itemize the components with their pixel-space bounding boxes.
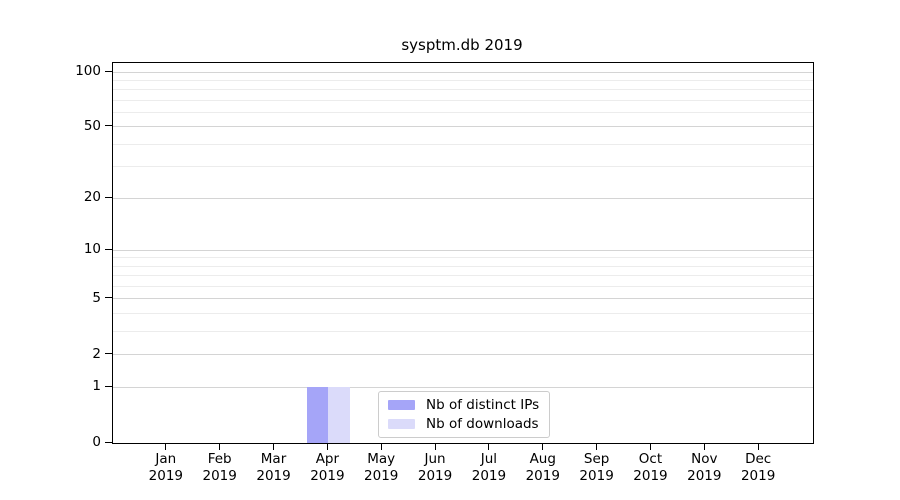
y-gridline-minor bbox=[113, 265, 813, 267]
y-gridline-minor bbox=[113, 89, 813, 91]
x-tick-label: Dec 2019 bbox=[740, 451, 776, 484]
x-tick-mark bbox=[273, 443, 275, 450]
bar-distinct-ips bbox=[306, 387, 329, 443]
x-tick-mark bbox=[649, 443, 651, 450]
legend-label-downloads: Nb of downloads bbox=[426, 416, 539, 432]
x-tick-label: Jul 2019 bbox=[471, 451, 507, 484]
y-gridline-minor bbox=[113, 79, 813, 81]
y-tick-label: 0 bbox=[92, 434, 101, 450]
y-gridline-minor bbox=[113, 143, 813, 145]
y-tick-label: 10 bbox=[83, 241, 101, 258]
y-gridline bbox=[113, 197, 813, 199]
legend-item-downloads: Nb of downloads bbox=[388, 416, 539, 432]
x-tick-mark bbox=[434, 443, 436, 450]
y-tick-mark bbox=[105, 385, 112, 387]
y-tick-mark bbox=[105, 70, 112, 72]
x-tick-mark bbox=[326, 443, 328, 450]
x-tick-mark bbox=[757, 443, 759, 450]
y-tick-label: 20 bbox=[83, 189, 101, 206]
x-tick-label: May 2019 bbox=[364, 451, 399, 484]
y-tick-label: 50 bbox=[83, 117, 101, 134]
legend: Nb of distinct IPs Nb of downloads bbox=[378, 391, 551, 438]
y-tick-mark bbox=[105, 196, 112, 198]
x-tick-label: Mar 2019 bbox=[256, 451, 291, 484]
y-tick-mark bbox=[105, 248, 112, 250]
y-tick-label: 5 bbox=[92, 289, 101, 306]
plot-area bbox=[112, 62, 814, 444]
y-tick-mark bbox=[105, 441, 112, 443]
bar-downloads bbox=[328, 387, 350, 443]
x-tick-label: Aug 2019 bbox=[525, 451, 560, 484]
y-gridline-minor bbox=[113, 257, 813, 259]
y-gridline-minor bbox=[113, 313, 813, 315]
y-gridline bbox=[113, 249, 813, 251]
x-tick-mark bbox=[596, 443, 598, 450]
x-tick-mark bbox=[380, 443, 382, 450]
x-tick-label: Sep 2019 bbox=[579, 451, 614, 484]
y-tick-mark bbox=[105, 353, 112, 355]
y-gridline-minor bbox=[113, 275, 813, 277]
y-gridline-minor bbox=[113, 331, 813, 333]
y-tick-mark bbox=[105, 125, 112, 127]
x-tick-label: Apr 2019 bbox=[310, 451, 345, 484]
y-gridline bbox=[113, 386, 813, 388]
y-tick-label: 1 bbox=[92, 378, 101, 395]
chart-title: sysptm.db 2019 bbox=[401, 36, 523, 54]
x-tick-label: Nov 2019 bbox=[687, 451, 722, 484]
x-tick-mark bbox=[703, 443, 705, 450]
y-tick-mark bbox=[105, 297, 112, 299]
x-tick-mark bbox=[165, 443, 167, 450]
legend-item-distinct-ips: Nb of distinct IPs bbox=[388, 397, 539, 413]
x-tick-label: Feb 2019 bbox=[202, 451, 237, 484]
y-tick-label: 2 bbox=[92, 345, 101, 362]
y-gridline-minor bbox=[113, 166, 813, 168]
x-tick-mark bbox=[542, 443, 544, 450]
y-gridline-minor bbox=[113, 286, 813, 288]
y-gridline-minor bbox=[113, 99, 813, 101]
legend-label-distinct-ips: Nb of distinct IPs bbox=[426, 397, 540, 413]
x-tick-label: Jun 2019 bbox=[417, 451, 453, 484]
y-tick-label: 100 bbox=[75, 63, 101, 80]
x-tick-label: Jan 2019 bbox=[148, 451, 184, 484]
legend-swatch-distinct-ips bbox=[388, 400, 415, 410]
y-gridline bbox=[113, 71, 813, 73]
y-gridline bbox=[113, 354, 813, 356]
x-tick-mark bbox=[488, 443, 490, 450]
y-gridline bbox=[113, 298, 813, 300]
x-tick-mark bbox=[219, 443, 221, 450]
legend-swatch-downloads bbox=[388, 419, 415, 429]
x-tick-label: Oct 2019 bbox=[633, 451, 668, 484]
y-gridline-minor bbox=[113, 112, 813, 114]
y-gridline bbox=[113, 126, 813, 128]
